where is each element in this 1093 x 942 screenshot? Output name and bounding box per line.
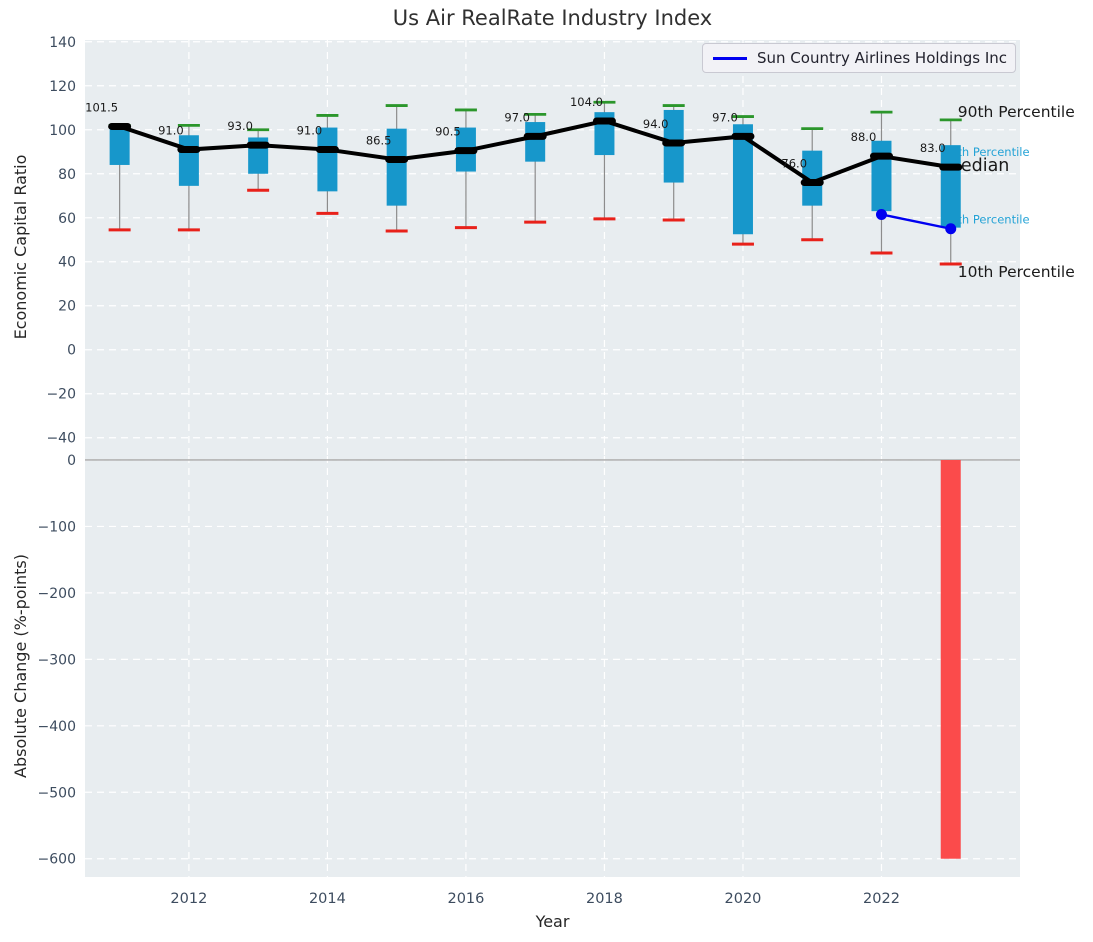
median-marker	[246, 141, 270, 149]
iqr-box	[109, 126, 130, 165]
iqr-box	[732, 124, 753, 235]
top-y-axis-label: Economic Capital Ratio	[11, 154, 30, 340]
median-marker	[177, 146, 201, 154]
annotation-median: Median	[946, 156, 1010, 176]
bottom-y-tick-label: −100	[38, 519, 76, 535]
iqr-box	[178, 135, 199, 186]
x-tick-label: 2012	[170, 891, 207, 907]
top-y-tick-label: 40	[58, 255, 76, 271]
median-value-label: 104.0	[570, 95, 603, 109]
x-axis-label: Year	[535, 912, 570, 931]
annotation-75th-percentile: 75th Percentile	[943, 145, 1030, 159]
bottom-y-tick-label: 0	[67, 453, 76, 469]
median-value-label: 101.5	[85, 100, 118, 114]
annotation-10th-percentile: 10th Percentile	[958, 263, 1075, 281]
legend-line-icon	[713, 56, 747, 60]
median-value-label: 93.0	[227, 119, 253, 133]
median-value-label: 94.0	[643, 117, 669, 131]
legend: Sun Country Airlines Holdings Inc	[702, 43, 1016, 73]
bottom-y-tick-label: −200	[38, 586, 76, 602]
median-value-label: 76.0	[781, 157, 807, 171]
x-tick-label: 2014	[309, 891, 346, 907]
bottom-y-tick-label: −600	[38, 852, 76, 868]
top-y-tick-label: 120	[49, 79, 76, 95]
change-bar	[940, 459, 961, 859]
median-marker	[385, 155, 409, 163]
median-marker	[592, 117, 616, 125]
median-marker	[108, 122, 132, 130]
median-value-label: 97.0	[504, 110, 530, 124]
median-value-label: 91.0	[297, 124, 323, 138]
top-y-tick-label: 140	[49, 35, 76, 51]
company-line-dot	[875, 208, 887, 220]
top-y-tick-label: −20	[46, 387, 76, 403]
median-value-label: 97.0	[712, 110, 738, 124]
top-y-tick-label: 100	[49, 123, 76, 139]
iqr-box	[940, 145, 961, 228]
annotation-90th-percentile: 90th Percentile	[958, 103, 1075, 121]
top-panel-bg	[85, 40, 1020, 456]
median-value-label: 86.5	[366, 133, 392, 147]
company-line-dot	[945, 223, 957, 235]
median-marker	[315, 146, 339, 154]
top-y-tick-label: 0	[67, 343, 76, 359]
x-tick-label: 2016	[447, 891, 484, 907]
iqr-box	[871, 140, 892, 212]
bottom-y-tick-label: −400	[38, 719, 76, 735]
median-value-label: 90.5	[435, 125, 461, 139]
median-marker	[662, 139, 686, 147]
top-y-tick-label: 20	[58, 299, 76, 315]
bottom-y-tick-label: −300	[38, 652, 76, 668]
legend-label: Sun Country Airlines Holdings Inc	[757, 49, 1008, 67]
annotation-25th-percentile: 25th Percentile	[943, 213, 1030, 227]
median-value-label: 83.0	[920, 141, 946, 155]
x-tick-label: 2022	[863, 891, 900, 907]
top-y-tick-label: 80	[58, 167, 76, 183]
median-value-label: 88.0	[851, 130, 877, 144]
bottom-y-tick-label: −500	[38, 785, 76, 801]
iqr-box	[317, 127, 338, 192]
median-value-label: 91.0	[158, 124, 184, 138]
top-y-tick-label: −40	[46, 431, 76, 447]
iqr-box	[386, 128, 407, 206]
median-marker	[800, 179, 824, 187]
median-marker	[939, 163, 963, 171]
bottom-panel-bg	[85, 456, 1020, 877]
chart-title: Us Air RealRate Industry Index	[392, 6, 713, 30]
bottom-y-axis-label: Absolute Change (%-points)	[11, 554, 30, 778]
iqr-box	[525, 122, 546, 162]
iqr-box	[802, 150, 823, 206]
top-y-tick-label: 60	[58, 211, 76, 227]
x-tick-label: 2018	[586, 891, 623, 907]
median-marker	[869, 152, 893, 160]
median-marker	[454, 147, 478, 155]
company-line	[881, 213, 951, 230]
x-tick-label: 2020	[725, 891, 762, 907]
median-marker	[523, 132, 547, 140]
median-marker	[731, 132, 755, 140]
